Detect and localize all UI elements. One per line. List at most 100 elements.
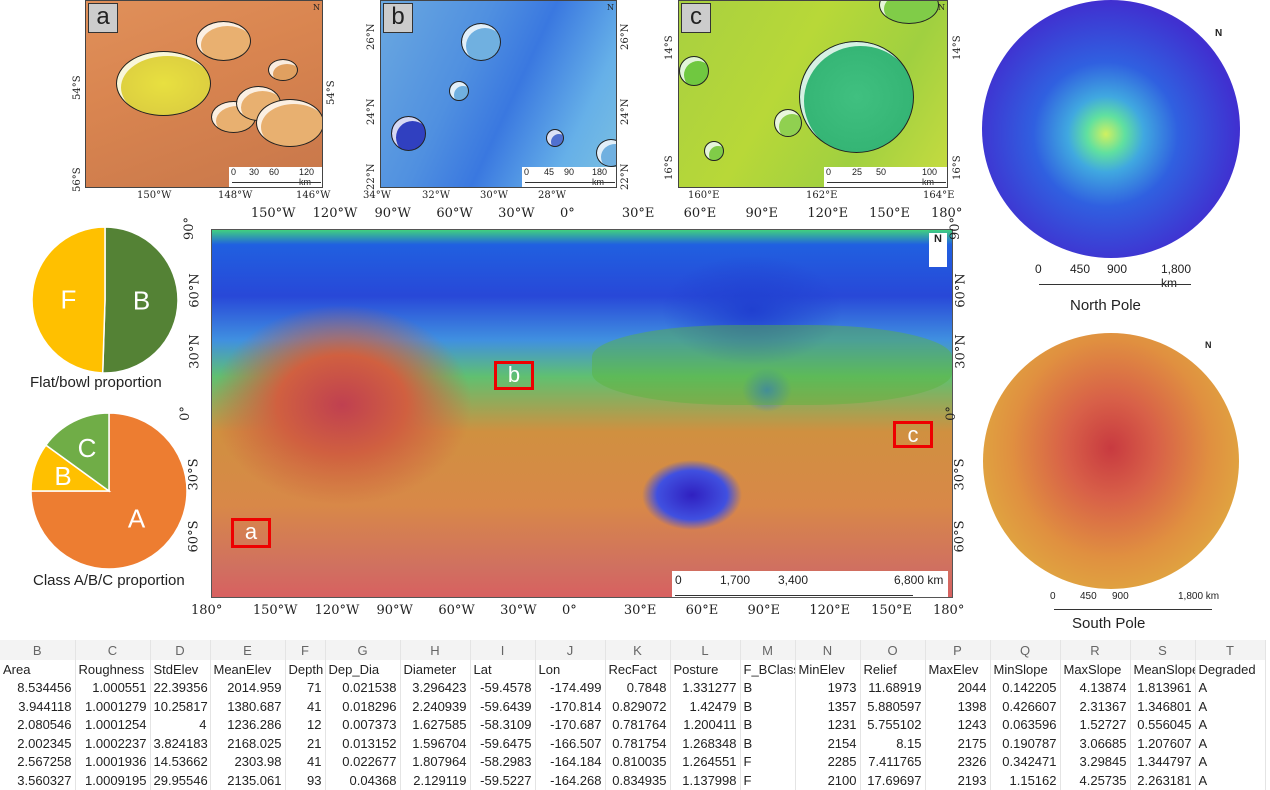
table-cell[interactable]: 2.263181	[1130, 771, 1196, 790]
table-cell[interactable]: 2285	[795, 752, 861, 771]
table-cell[interactable]: 0.021538	[325, 678, 401, 697]
table-cell[interactable]: 29.95546	[150, 771, 211, 790]
table-cell[interactable]: 41	[285, 752, 326, 771]
region-box-b[interactable]: b	[494, 361, 534, 390]
table-cell[interactable]: F	[740, 771, 796, 790]
table-cell[interactable]: 2154	[795, 734, 861, 753]
table-cell[interactable]: -170.814	[535, 697, 606, 716]
table-cell[interactable]: 1.268348	[670, 734, 741, 753]
table-cell[interactable]: A	[1195, 771, 1266, 790]
table-cell[interactable]: 2.240939	[400, 697, 471, 716]
table-cell[interactable]: StdElev	[150, 660, 211, 679]
table-cell[interactable]: Diameter	[400, 660, 471, 679]
table-cell[interactable]: -166.507	[535, 734, 606, 753]
table-cell[interactable]: 1.344797	[1130, 752, 1196, 771]
table-cell[interactable]: 1.346801	[1130, 697, 1196, 716]
table-cell[interactable]: 14.53662	[150, 752, 211, 771]
table-cell[interactable]: -58.2983	[470, 752, 536, 771]
table-cell[interactable]: MaxSlope	[1060, 660, 1131, 679]
table-cell[interactable]: Relief	[860, 660, 926, 679]
table-cell[interactable]: H	[400, 640, 471, 660]
table-cell[interactable]: Posture	[670, 660, 741, 679]
table-cell[interactable]: 41	[285, 697, 326, 716]
table-cell[interactable]: 1.207607	[1130, 734, 1196, 753]
table-cell[interactable]: 1.52727	[1060, 715, 1131, 734]
table-cell[interactable]: S	[1130, 640, 1196, 660]
table-cell[interactable]: 2.31367	[1060, 697, 1131, 716]
table-cell[interactable]: 1.813961	[1130, 678, 1196, 697]
table-cell[interactable]: -164.268	[535, 771, 606, 790]
table-cell[interactable]: B	[740, 697, 796, 716]
table-cell[interactable]: 2168.025	[210, 734, 286, 753]
table-cell[interactable]: 8.15	[860, 734, 926, 753]
table-cell[interactable]: E	[210, 640, 286, 660]
table-cell[interactable]: 17.69697	[860, 771, 926, 790]
table-cell[interactable]: -170.687	[535, 715, 606, 734]
table-cell[interactable]: MeanSlope	[1130, 660, 1196, 679]
table-cell[interactable]: P	[925, 640, 991, 660]
table-cell[interactable]: 1.627585	[400, 715, 471, 734]
table-cell[interactable]: 5.880597	[860, 697, 926, 716]
table-cell[interactable]: J	[535, 640, 606, 660]
table-cell[interactable]: B	[0, 640, 76, 660]
table-cell[interactable]: B	[740, 715, 796, 734]
table-cell[interactable]: A	[1195, 752, 1266, 771]
table-cell[interactable]: 71	[285, 678, 326, 697]
table-cell[interactable]: -59.6439	[470, 697, 536, 716]
table-cell[interactable]: 22.39356	[150, 678, 211, 697]
table-cell[interactable]: 0.04368	[325, 771, 401, 790]
table-cell[interactable]: 0.142205	[990, 678, 1061, 697]
table-cell[interactable]: 1973	[795, 678, 861, 697]
region-box-a[interactable]: a	[231, 518, 271, 548]
table-cell[interactable]: O	[860, 640, 926, 660]
table-cell[interactable]: 2303.98	[210, 752, 286, 771]
table-cell[interactable]: 3.824183	[150, 734, 211, 753]
table-cell[interactable]: 1.15162	[990, 771, 1061, 790]
table-cell[interactable]: 0.781754	[605, 734, 671, 753]
table-cell[interactable]: 0.063596	[990, 715, 1061, 734]
table-cell[interactable]: 12	[285, 715, 326, 734]
table-cell[interactable]: MinElev	[795, 660, 861, 679]
table-cell[interactable]: Area	[0, 660, 76, 679]
table-cell[interactable]: -164.184	[535, 752, 606, 771]
table-cell[interactable]: 0.810035	[605, 752, 671, 771]
table-cell[interactable]: RecFact	[605, 660, 671, 679]
table-cell[interactable]: B	[740, 678, 796, 697]
table-cell[interactable]: A	[1195, 715, 1266, 734]
table-cell[interactable]: N	[795, 640, 861, 660]
table-cell[interactable]: 0.007373	[325, 715, 401, 734]
table-cell[interactable]: 2175	[925, 734, 991, 753]
table-cell[interactable]: 1.331277	[670, 678, 741, 697]
table-cell[interactable]: -174.499	[535, 678, 606, 697]
table-cell[interactable]: 1.264551	[670, 752, 741, 771]
table-cell[interactable]: K	[605, 640, 671, 660]
table-cell[interactable]: L	[670, 640, 741, 660]
table-cell[interactable]: M	[740, 640, 796, 660]
table-cell[interactable]: 0.190787	[990, 734, 1061, 753]
table-cell[interactable]: 2193	[925, 771, 991, 790]
table-cell[interactable]: R	[1060, 640, 1131, 660]
table-cell[interactable]: F	[285, 640, 326, 660]
table-cell[interactable]: 8.534456	[0, 678, 76, 697]
table-cell[interactable]: 2.129119	[400, 771, 471, 790]
table-cell[interactable]: 1.0001254	[75, 715, 151, 734]
table-cell[interactable]: 1.200411	[670, 715, 741, 734]
table-cell[interactable]: 2044	[925, 678, 991, 697]
table-cell[interactable]: 0.7848	[605, 678, 671, 697]
table-cell[interactable]: Q	[990, 640, 1061, 660]
table-cell[interactable]: 1.0001936	[75, 752, 151, 771]
table-cell[interactable]: 1231	[795, 715, 861, 734]
table-cell[interactable]: 4	[150, 715, 211, 734]
table-cell[interactable]: 1.42479	[670, 697, 741, 716]
table-cell[interactable]: 2326	[925, 752, 991, 771]
table-cell[interactable]: 1236.286	[210, 715, 286, 734]
table-cell[interactable]: 3.29845	[1060, 752, 1131, 771]
region-box-c[interactable]: c	[893, 421, 933, 448]
table-cell[interactable]: Lat	[470, 660, 536, 679]
table-cell[interactable]: Dep_Dia	[325, 660, 401, 679]
table-cell[interactable]: Depth	[285, 660, 326, 679]
table-cell[interactable]: -59.4578	[470, 678, 536, 697]
table-cell[interactable]: MaxElev	[925, 660, 991, 679]
table-cell[interactable]: 0.781764	[605, 715, 671, 734]
table-cell[interactable]: D	[150, 640, 211, 660]
